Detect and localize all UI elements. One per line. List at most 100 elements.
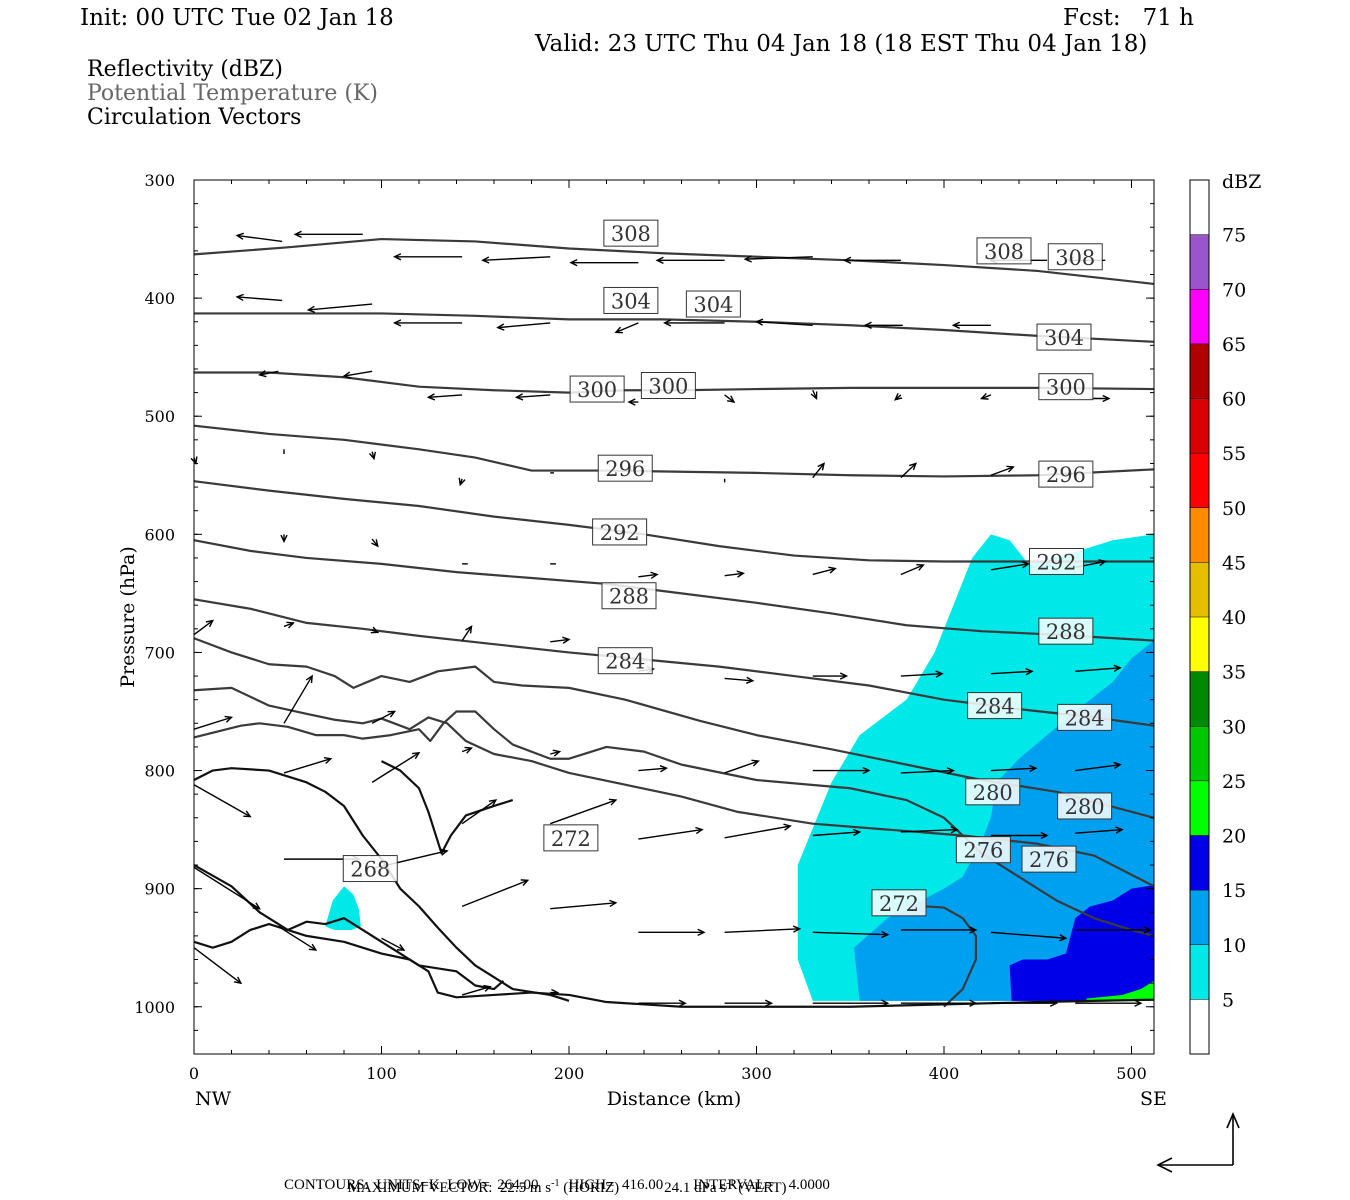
contour-label-box (1038, 373, 1094, 401)
vector-shaft (724, 760, 759, 774)
contour-label: 296 (597, 454, 653, 482)
vector-head (235, 232, 244, 240)
vector-shaft (900, 462, 917, 479)
circulation-vector (461, 984, 492, 996)
contour-label-box (871, 889, 927, 917)
contour-label-text: 292 (1036, 550, 1076, 574)
colorbar-level-label: 30 (1222, 716, 1246, 738)
vector-shaft (193, 716, 232, 730)
colorbar-level-label: 15 (1222, 880, 1246, 902)
vector-head (293, 230, 302, 239)
vector-head (411, 751, 421, 760)
circulation-vector (638, 928, 706, 937)
circulation-vector (1075, 926, 1152, 934)
colorbar-level-label: 20 (1222, 826, 1246, 848)
vector-head (371, 539, 379, 548)
vector-head (1113, 664, 1122, 672)
circulation-vector (951, 321, 991, 329)
circulation-vector (1075, 826, 1124, 834)
vert-tag: (VERT) (738, 1180, 787, 1196)
vector-head (280, 534, 288, 544)
vector-head (655, 256, 664, 264)
vector-head (1021, 561, 1030, 569)
vector-shaft (283, 758, 332, 774)
vector-shaft (812, 567, 836, 576)
contour-label-text: 288 (609, 585, 649, 609)
contour-label-text: 308 (611, 222, 651, 246)
horiz-value: 22.5 (499, 1180, 527, 1196)
vector-head (426, 393, 436, 401)
colorbar-segment (1190, 398, 1209, 454)
colorbar-segment (1190, 617, 1209, 672)
contour-label: 280 (965, 778, 1021, 806)
circulation-vector (235, 232, 283, 243)
circulation-vector (193, 619, 215, 636)
circulation-vector (638, 765, 669, 773)
y-tick-label: 300 (144, 171, 175, 190)
vector-head (396, 944, 406, 951)
circulation-vector (724, 999, 774, 1007)
colorbar-segment (1190, 890, 1209, 945)
vector-shaft (550, 750, 560, 755)
colorbar-segment (1190, 289, 1209, 344)
vector-head (745, 676, 755, 684)
circulation-vector (663, 319, 725, 327)
contour-label-box (592, 518, 648, 546)
contour-label-box (955, 836, 1011, 864)
circulation-vector (638, 826, 704, 840)
circulation-vector (990, 831, 1049, 840)
colorbar-level-label: 65 (1222, 334, 1246, 356)
vector-shaft (308, 303, 373, 311)
circulation-vector (812, 672, 849, 680)
colorbar: 5 10 15 20 25 30 35 40 45 50 55 60 65 70 75 (1189, 179, 1246, 1055)
vector-head (1059, 934, 1068, 942)
vector-head (916, 563, 925, 571)
contour-label-box (1036, 323, 1092, 351)
contour-label-text: 304 (611, 289, 651, 313)
y-tick-label: 400 (144, 289, 175, 308)
circulation-vector (193, 715, 234, 730)
vector-head (464, 746, 474, 754)
vector-shaft (1075, 763, 1121, 772)
vector-head (305, 674, 313, 684)
circulation-vector (724, 759, 760, 774)
vector-head (862, 766, 871, 775)
circulation-vector (812, 930, 890, 939)
circulation-vector (293, 230, 363, 239)
vector-head (852, 828, 862, 837)
colorbar-segment (1190, 453, 1209, 508)
vert-exp: -1 (726, 1178, 735, 1189)
contour-label-box (965, 778, 1021, 806)
circulation-vector (461, 879, 530, 908)
circulation-vector (371, 710, 397, 724)
vector-head (520, 879, 530, 887)
vector-head (440, 848, 449, 856)
vector-shaft (990, 931, 1066, 939)
vector-shaft (638, 573, 658, 578)
circulation-vector (900, 999, 978, 1007)
vector-head (863, 321, 872, 329)
vector-head (488, 799, 498, 807)
circulation-vector (381, 937, 406, 951)
contour-label-text: 268 (350, 858, 390, 882)
vector-head (551, 988, 560, 997)
contour-label: 272 (543, 824, 599, 852)
circulation-vector (550, 636, 571, 644)
contour-label-box (597, 647, 653, 675)
vector-shaft (278, 925, 317, 951)
horiz-exp: -1 (551, 1178, 560, 1189)
circulation-vector (193, 866, 261, 910)
colorbar-segment (1190, 507, 1209, 563)
contour-label-text: 284 (975, 695, 1015, 719)
circulation-vector (990, 668, 1034, 676)
circulation-vector (990, 999, 1059, 1007)
vector-shaft (724, 928, 800, 934)
colorbar-level-label: 35 (1222, 662, 1246, 684)
circulation-vector (990, 764, 1038, 773)
vector-head (946, 767, 955, 775)
circulation-vector (724, 394, 736, 404)
vector-head (843, 256, 852, 264)
vector-head (817, 462, 826, 471)
colorbar-level-label: 40 (1222, 607, 1246, 629)
